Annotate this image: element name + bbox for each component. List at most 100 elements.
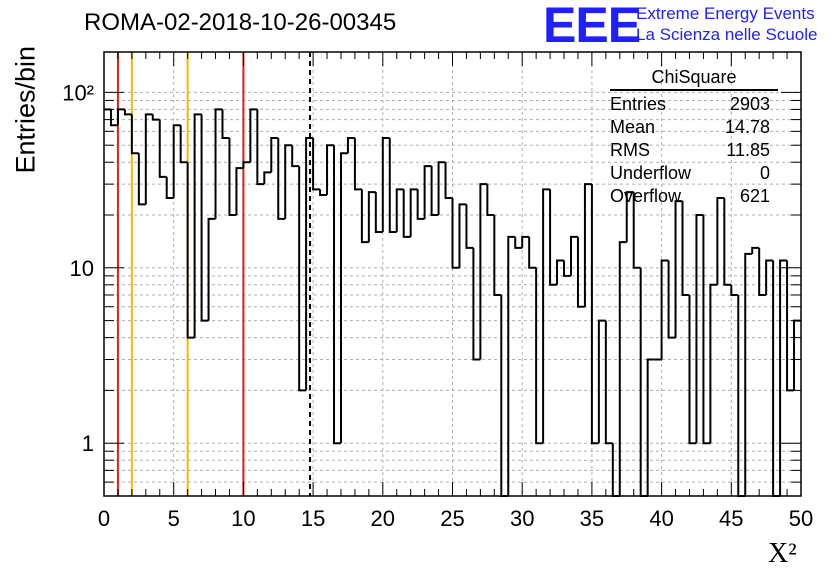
histogram-bin [479,183,488,360]
histogram-bin [284,144,293,219]
histogram-bin [381,136,390,233]
histogram-bin [430,166,439,217]
histogram-bin [123,109,132,116]
stats-row: Underflow 0 [610,162,778,185]
histogram-bin [632,192,641,269]
histogram-bin [137,153,146,206]
histogram-bin [186,162,195,339]
axis-ticks [103,52,802,497]
histogram-bin [326,144,335,196]
histogram-bin [625,191,634,243]
histogram-bin [374,192,383,234]
histogram-bin [667,260,676,339]
stats-row: Mean 14.78 [610,116,778,139]
histogram-bin [214,108,223,219]
histogram-bin [158,119,167,178]
histogram-bin [172,124,181,199]
histogram-bin [597,319,606,444]
y-axis-label: Entries/bin [10,45,41,174]
stats-label: Underflow [610,163,692,183]
histogram-bin [688,294,697,445]
stats-row: Overflow 621 [610,185,778,208]
histogram-bin [590,184,599,445]
histogram-bin [521,235,530,248]
histogram-bin [109,109,118,127]
y-tick-label: 1 [82,431,94,456]
histogram-bin [116,108,125,126]
stats-value: 621 [739,186,770,206]
histogram-bin [535,267,544,445]
histogram-bin [542,188,551,444]
histogram-bin [242,161,251,169]
eee-logo: EEE [543,0,641,53]
x-tick-label: 50 [789,506,813,531]
histogram-bin [256,109,265,186]
histogram-bin [646,358,655,496]
stats-value: 2903 [729,94,770,114]
histogram-bin [360,189,369,244]
histogram-bin [298,166,307,392]
histogram-bin [444,162,453,200]
histogram-bin [277,137,286,220]
histogram-bin [416,189,425,220]
histogram-bin [235,167,244,216]
histogram-bin [263,171,272,185]
stats-label: RMS [610,140,650,160]
histogram-bin [353,137,362,191]
histogram-bin [395,188,404,233]
histogram-bin [339,152,348,444]
x-tick-labels: 0 5 10 15 20 25 30 35 40 45 50 [98,506,813,531]
histogram-bin [779,259,788,496]
histogram-bin [639,267,648,497]
x-tick-label: 10 [231,506,255,531]
histogram-bin [702,215,711,445]
histogram-bin [618,241,627,496]
histogram-bin [709,283,718,444]
histogram-bin [751,246,760,254]
histogram-bin [151,114,160,121]
histogram-bin [465,204,474,249]
y-tick-label: 10 [70,256,94,281]
histogram-bin [228,137,237,217]
histogram-bin [765,259,774,295]
histogram-bin [660,259,669,360]
histogram-bin [583,183,592,307]
stats-value: 0 [759,163,770,183]
histogram-bin [437,161,446,216]
x-tick-label: 15 [301,506,325,531]
x-axis-label: X² [768,538,797,569]
histogram-bin [249,108,258,163]
x-tick-label: 0 [98,506,110,531]
histogram-bin [500,294,509,497]
histogram-bin [744,252,753,496]
histogram-bin [200,114,209,322]
histogram-bin [193,113,202,338]
histogram-bin [737,294,746,497]
stats-label: Entries [610,94,667,114]
histogram-bin [681,201,690,296]
histogram-bin [319,189,328,197]
histogram-bin [716,197,725,285]
histogram-bin [793,319,801,391]
y-tick-labels: 1 10 10² [62,80,94,456]
y-tick-label: 10² [62,80,94,105]
logo-line-2: La Scienza nelle Scuole [636,25,818,44]
histogram-bin [144,113,153,205]
histogram-bin [549,189,558,286]
histogram-bin [207,217,216,321]
histogram-bin [507,235,516,496]
histogram-bin [472,247,481,361]
histogram-bin [451,198,460,269]
histogram-bin [528,236,537,269]
stats-label: Overflow [610,186,682,206]
histogram-bin [493,215,502,296]
histogram-bin [556,259,565,285]
histogram-bin [367,191,376,243]
histogram-bin [730,284,739,296]
stats-title: ChiSquare [610,66,778,91]
histogram-bin [695,214,704,444]
stats-label: Mean [610,117,656,137]
histogram-bin [165,176,174,200]
histogram-bin [458,203,467,268]
